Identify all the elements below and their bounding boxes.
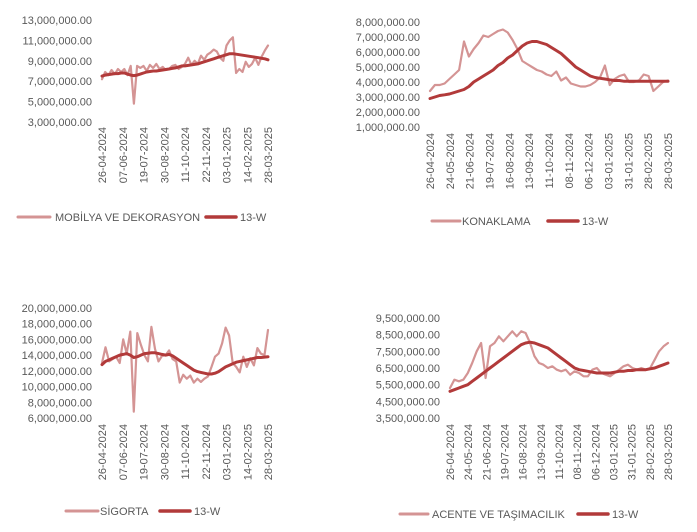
chart-3-moving-average-line (100, 351, 270, 376)
chart-3-x-tick-label: 19-07-2024 (139, 424, 151, 480)
chart-3-y-tick-label: 20,000,000.00 (22, 303, 92, 315)
chart-1-x-tick-label: 11-10-2024 (180, 127, 192, 182)
chart-3-legend-label: 13-W (194, 506, 221, 518)
chart-3-x-tick-label: 26-04-2024 (97, 424, 109, 480)
chart-2-x-tick-label: 13-09-2024 (524, 133, 536, 189)
chart-2-y-tick-label: 1,000,000.00 (356, 122, 420, 134)
chart-2-x-tick-label: 19-07-2024 (485, 133, 497, 189)
chart-2-y-tick-label: 5,000,000.00 (356, 62, 420, 74)
chart-4-legend-label: ACENTE VE TAŞIMACILIK (432, 509, 566, 521)
chart-3-x-tick-label: 14-02-2025 (242, 424, 254, 480)
chart-4-y-tick-label: 9,500,000.00 (376, 313, 440, 325)
chart-4-x-tick-label: 08-11-2024 (572, 424, 584, 479)
chart-2-y-tick-label: 8,000,000.00 (356, 17, 420, 29)
chart-1-y-tick-label: 9,000,000.00 (28, 56, 92, 68)
chart-1-x-tick-label: 28-03-2025 (263, 127, 275, 183)
chart-2-y-tick-label: 7,000,000.00 (356, 32, 420, 44)
chart-2-legend-label: 13-W (582, 216, 609, 228)
chart-1-x-tick-label: 07-06-2024 (118, 127, 130, 183)
chart-2-x-tick-label: 16-08-2024 (504, 133, 516, 189)
chart-4-y-tick-label: 8,500,000.00 (376, 330, 440, 342)
chart-1-x-tick-label: 26-04-2024 (97, 127, 109, 183)
chart-4-x-tick-label: 26-04-2024 (445, 424, 457, 480)
chart-3-x-tick-label: 22-11-2024 (201, 424, 213, 479)
chart-1-x-tick-label: 19-07-2024 (139, 127, 151, 183)
chart-3-x-tick-label: 11-10-2024 (180, 424, 192, 479)
chart-4-y-tick-label: 3,500,000.00 (376, 413, 440, 425)
chart-3-weekly-series-line (100, 325, 270, 413)
chart-3-x-tick-label: 03-01-2025 (222, 424, 234, 480)
chart-1-y-tick-label: 11,000,000.00 (22, 35, 92, 47)
chart-4-legend-label: 13-W (612, 509, 639, 521)
chart-2-x-tick-label: 11-10-2024 (544, 133, 556, 188)
chart-1-y-tick-label: 7,000,000.00 (28, 76, 92, 88)
chart-3-x-tick-label: 30-08-2024 (159, 424, 171, 480)
chart-2-x-tick-label: 28-03-2025 (663, 133, 675, 189)
chart-3-y-tick-label: 16,000,000.00 (22, 334, 92, 346)
chart-2-y-tick-label: 2,000,000.00 (356, 107, 420, 119)
chart-4-y-tick-label: 4,500,000.00 (376, 396, 440, 408)
chart-3-x-tick-label: 28-03-2025 (263, 424, 275, 480)
chart-2-y-tick-label: 4,000,000.00 (356, 77, 420, 89)
chart-3-legend-label: SİGORTA (100, 505, 149, 518)
chart-1-y-tick-label: 5,000,000.00 (28, 97, 92, 109)
chart-1-moving-average-line (100, 52, 270, 78)
chart-2-moving-average-line (428, 40, 670, 100)
chart-3-y-tick-label: 14,000,000.00 (22, 350, 92, 362)
chart-4-x-tick-label: 28-03-2025 (663, 424, 675, 480)
chart-4-y-tick-label: 7,500,000.00 (376, 346, 440, 358)
chart-1-y-tick-label: 13,000,000.00 (22, 15, 92, 27)
chart-2-x-tick-label: 08-11-2024 (564, 133, 576, 188)
chart-4-x-tick-label: 31-01-2025 (627, 424, 639, 480)
chart-2-x-tick-label: 21-06-2024 (465, 133, 477, 189)
chart-1-y-tick-label: 3,000,000.00 (28, 117, 92, 129)
chart-4-weekly-series-line (448, 330, 670, 390)
chart-1-x-tick-label: 03-01-2025 (222, 127, 234, 183)
chart-1-x-tick-label: 30-08-2024 (159, 127, 171, 183)
chart-2-legend-label: KONAKLAMA (462, 216, 531, 228)
chart-2-y-tick-label: 3,000,000.00 (356, 92, 420, 104)
chart-4-x-tick-label: 06-12-2024 (590, 424, 602, 480)
chart-3-y-tick-label: 6,000,000.00 (28, 413, 92, 425)
chart-4-y-tick-label: 5,500,000.00 (376, 380, 440, 392)
chart-3-x-tick-label: 07-06-2024 (118, 424, 130, 480)
chart-2-x-tick-label: 03-01-2025 (604, 133, 616, 189)
chart-4-y-tick-label: 6,500,000.00 (376, 363, 440, 375)
chart-1-x-tick-label: 22-11-2024 (201, 127, 213, 182)
chart-4-moving-average-line (448, 340, 670, 393)
chart-4-x-tick-label: 24-05-2024 (463, 424, 475, 480)
chart-3-y-tick-label: 10,000,000.00 (22, 382, 92, 394)
chart-3-y-tick-label: 12,000,000.00 (22, 366, 92, 378)
chart-1-x-tick-label: 14-02-2025 (242, 127, 254, 183)
chart-4-x-tick-label: 28-02-2025 (645, 424, 657, 480)
chart-1-legend-label: MOBİLYA VE DEKORASYON (55, 211, 200, 224)
chart-4-x-tick-label: 19-07-2024 (500, 424, 512, 480)
chart-2-x-tick-label: 28-02-2025 (643, 133, 655, 189)
chart-4-x-tick-label: 11-10-2024 (554, 424, 566, 479)
chart-2-x-tick-label: 06-12-2024 (584, 133, 596, 189)
chart-4-x-tick-label: 16-08-2024 (518, 424, 530, 480)
chart-4-x-tick-label: 21-06-2024 (481, 424, 493, 480)
chart-3-y-tick-label: 18,000,000.00 (22, 319, 92, 331)
chart-4-x-tick-label: 13-09-2024 (536, 424, 548, 480)
chart-4-x-tick-label: 03-01-2025 (609, 424, 621, 480)
chart-3-y-tick-label: 8,000,000.00 (28, 397, 92, 409)
chart-2-x-tick-label: 24-05-2024 (445, 133, 457, 189)
chart-2-x-tick-label: 26-04-2024 (425, 133, 437, 189)
chart-1-weekly-series-line (100, 36, 270, 105)
chart-1-legend-label: 13-W (240, 212, 267, 224)
chart-2-x-tick-label: 31-01-2025 (623, 133, 635, 189)
chart-2-y-tick-label: 6,000,000.00 (356, 47, 420, 59)
